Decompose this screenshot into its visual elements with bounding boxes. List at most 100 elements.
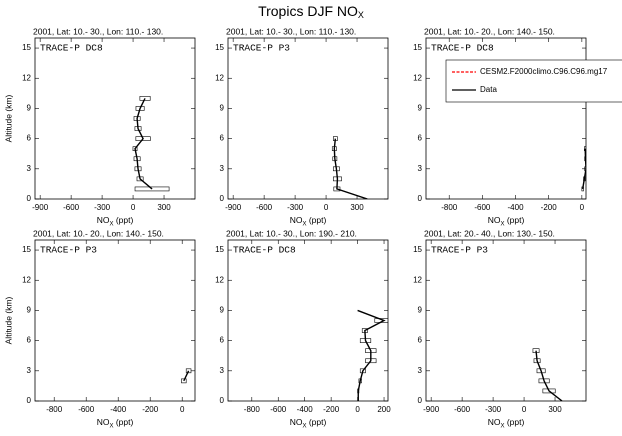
panel: 2001, Lat: 10.- 30., Lon: 190.- 210. TRAC… bbox=[215, 228, 391, 429]
panel: 2001, Lat: 10.- 20., Lon: 140.- 150. TRAC… bbox=[3, 228, 196, 429]
error-box bbox=[536, 368, 546, 374]
y-tick-label: 3 bbox=[220, 164, 225, 173]
y-tick-label: 12 bbox=[22, 73, 31, 82]
x-tick-label: 300 bbox=[548, 405, 562, 414]
x-tick-label: -300 bbox=[485, 405, 502, 414]
data-line bbox=[134, 98, 153, 190]
x-axis-label: NOX (ppt) bbox=[290, 215, 327, 227]
error-box bbox=[139, 96, 151, 101]
y-tick-label: 9 bbox=[220, 306, 225, 315]
data-line bbox=[183, 370, 190, 382]
panel-label: TRACE-P P3 bbox=[233, 43, 290, 54]
x-axis-label-unit: (ppt) bbox=[504, 215, 524, 225]
error-box bbox=[134, 126, 142, 131]
error-box bbox=[132, 146, 138, 151]
x-axis-label: NOX (ppt) bbox=[488, 417, 525, 429]
x-tick-label: 0 bbox=[522, 405, 527, 414]
error-box bbox=[359, 368, 366, 374]
y-tick-label: 0 bbox=[27, 194, 32, 203]
x-tick-label: 0 bbox=[324, 203, 329, 212]
plot-area bbox=[181, 368, 192, 384]
error-box bbox=[583, 176, 586, 182]
error-box bbox=[133, 156, 141, 162]
y-tick-label: 12 bbox=[413, 275, 422, 284]
y-tick-label: 0 bbox=[220, 396, 225, 405]
y-tick-label: 9 bbox=[418, 306, 423, 315]
y-tick-label: 9 bbox=[220, 104, 225, 113]
error-box bbox=[532, 348, 540, 353]
error-box bbox=[136, 176, 144, 182]
data-line bbox=[581, 148, 586, 190]
y-tick-label: 6 bbox=[418, 134, 423, 143]
y-tick-label: 0 bbox=[27, 396, 32, 405]
y-tick-label: 15 bbox=[215, 245, 224, 254]
x-tick-label: -600 bbox=[270, 405, 287, 414]
y-tick-label: 6 bbox=[27, 336, 32, 345]
x-axis-label-text: NO bbox=[290, 417, 303, 427]
title-subscript: X bbox=[358, 10, 364, 20]
x-tick-label: -600 bbox=[63, 203, 80, 212]
x-tick-label: -900 bbox=[225, 203, 242, 212]
y-tick-label: 12 bbox=[22, 275, 31, 284]
y-tick-label: 12 bbox=[215, 275, 224, 284]
panel-subtitle: 2001, Lat: 10.- 20., Lon: 140.- 150. bbox=[424, 26, 555, 36]
data-line bbox=[535, 350, 563, 401]
frame bbox=[34, 239, 196, 402]
y-tick-label: 15 bbox=[22, 43, 31, 52]
error-box bbox=[332, 176, 342, 182]
error-box bbox=[584, 146, 586, 151]
error-box bbox=[365, 358, 377, 364]
y-axis-label: Altitude (km) bbox=[3, 296, 13, 344]
x-tick-label: -200 bbox=[541, 203, 558, 212]
plot-area bbox=[357, 309, 388, 401]
panel-subtitle: 2001, Lat: 10.- 30., Lon: 110.- 130. bbox=[226, 26, 356, 36]
plot-area bbox=[132, 96, 170, 192]
x-axis-label-text: NO bbox=[97, 215, 110, 225]
x-tick-label: -800 bbox=[46, 405, 63, 414]
x-tick-label: -400 bbox=[508, 203, 525, 212]
y-tick-label: 6 bbox=[418, 336, 423, 345]
x-axis-label-unit: (ppt) bbox=[306, 215, 326, 225]
data-line bbox=[357, 309, 386, 401]
x-tick-label: -800 bbox=[244, 405, 261, 414]
x-axis-label-text: NO bbox=[488, 215, 501, 225]
data-line bbox=[333, 138, 368, 199]
panel-label: TRACE-P DC8 bbox=[233, 245, 296, 256]
panel-subtitle: 2001, Lat: 10.- 20., Lon: 140.- 150. bbox=[33, 228, 164, 238]
x-axis-label-subscript: X bbox=[109, 423, 113, 429]
y-tick-label: 6 bbox=[220, 336, 225, 345]
panel-label: TRACE-P P3 bbox=[431, 245, 488, 256]
x-axis-label-unit: (ppt) bbox=[504, 417, 524, 427]
error-box bbox=[133, 116, 141, 121]
error-box bbox=[135, 136, 151, 141]
x-axis-label-subscript: X bbox=[500, 221, 504, 227]
y-tick-label: 0 bbox=[418, 396, 423, 405]
x-axis-label-subscript: X bbox=[302, 221, 306, 227]
panel-label: TRACE-P DC8 bbox=[431, 43, 494, 54]
y-tick-label: 3 bbox=[418, 366, 423, 375]
error-box bbox=[135, 106, 145, 111]
error-box bbox=[374, 318, 388, 323]
y-tick-label: 0 bbox=[220, 194, 225, 203]
error-box bbox=[331, 146, 337, 151]
y-tick-label: 9 bbox=[27, 306, 32, 315]
frame bbox=[34, 37, 196, 200]
x-axis-label-text: NO bbox=[290, 215, 303, 225]
error-box bbox=[581, 186, 584, 192]
x-tick-label: -300 bbox=[287, 203, 304, 212]
legend-label: Data bbox=[480, 85, 497, 94]
panel-label: TRACE-P DC8 bbox=[40, 43, 103, 54]
panel-label: TRACE-P P3 bbox=[40, 245, 97, 256]
y-tick-label: 3 bbox=[27, 366, 32, 375]
y-tick-label: 12 bbox=[413, 73, 422, 82]
y-axis-label: Altitude (km) bbox=[3, 94, 13, 142]
error-box bbox=[332, 156, 338, 162]
y-tick-label: 15 bbox=[22, 245, 31, 254]
y-tick-label: 3 bbox=[27, 164, 32, 173]
frame bbox=[227, 239, 389, 402]
y-tick-label: 3 bbox=[220, 366, 225, 375]
error-box bbox=[333, 186, 341, 192]
x-tick-label: -600 bbox=[256, 203, 273, 212]
x-tick-label: -600 bbox=[474, 203, 491, 212]
